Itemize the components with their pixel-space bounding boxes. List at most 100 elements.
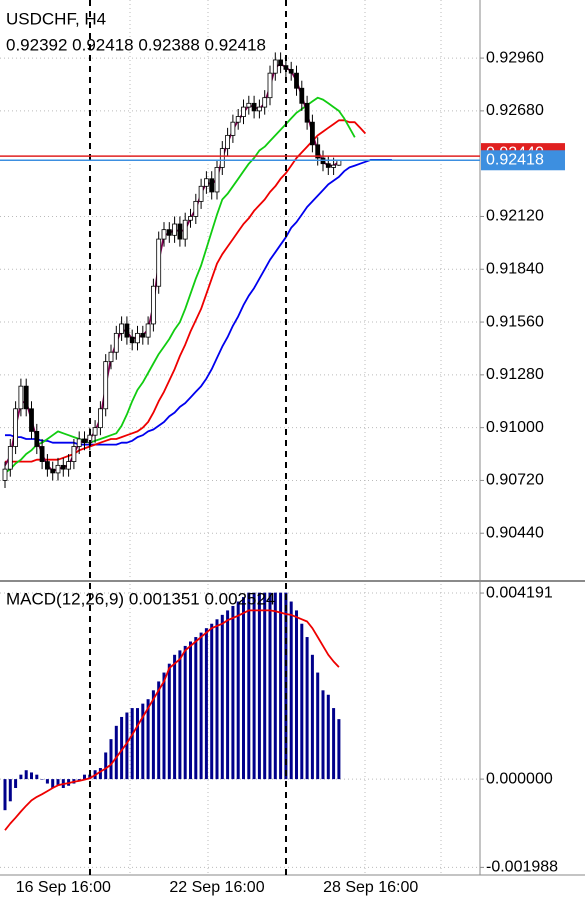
histogram-bar: [215, 619, 219, 780]
histogram-bar: [226, 610, 230, 780]
y-tick-label: 0.90440: [486, 524, 544, 541]
histogram-bar: [321, 690, 325, 780]
candle-body: [177, 223, 183, 240]
histogram-bar: [289, 601, 293, 780]
candle-body: [71, 446, 77, 462]
candle-body: [55, 464, 61, 474]
histogram-bar: [120, 716, 124, 780]
candle-body: [182, 219, 188, 240]
histogram-bar: [231, 605, 235, 780]
histogram-bar: [19, 774, 23, 780]
histogram-bar: [316, 672, 320, 780]
histogram-bar: [252, 592, 256, 780]
histogram-bar: [236, 601, 240, 780]
candle-body: [272, 59, 278, 74]
candle-body: [29, 408, 34, 432]
histogram-bar: [183, 645, 187, 780]
histogram-bar: [14, 779, 18, 788]
histogram-bar: [247, 592, 251, 780]
histogram-bar: [40, 779, 44, 780]
histogram-bar: [295, 610, 298, 780]
histogram-bar: [279, 592, 283, 780]
candle-body: [150, 285, 156, 325]
histogram-bar: [141, 703, 145, 780]
histogram-bar: [273, 592, 277, 780]
histogram-bar: [51, 779, 55, 788]
candle-body: [140, 332, 146, 338]
candle-body: [161, 229, 167, 240]
candle-body: [92, 427, 98, 436]
y-tick-label: 0.90720: [486, 472, 544, 489]
histogram-bar: [337, 719, 341, 780]
histogram-bar: [305, 637, 309, 780]
x-tick-label: 16 Sep 16:00: [16, 879, 111, 896]
indicator-title: MACD(12,26,9) 0.001351 0.002524: [6, 589, 275, 608]
indicator-line: [4, 62, 340, 472]
histogram-bar: [300, 623, 304, 780]
histogram-bar: [109, 739, 113, 780]
histogram-bar: [35, 774, 39, 780]
candle-body: [214, 167, 220, 193]
candle-body: [331, 164, 337, 168]
y-tick-label: 0.92960: [486, 49, 544, 66]
candle-body: [108, 351, 114, 363]
histogram-bar: [114, 725, 118, 780]
plot-area: [0, 52, 480, 868]
histogram-bar: [220, 614, 224, 780]
histogram-bar: [146, 699, 150, 780]
candle-body: [113, 332, 119, 353]
histogram-bar: [310, 654, 314, 780]
y-tick-label: 0.91840: [486, 260, 544, 277]
candle-body: [230, 121, 236, 136]
candle-body: [45, 461, 50, 470]
y-tick-label: 0.91000: [486, 419, 544, 436]
candle-body: [39, 446, 45, 462]
candle-body: [304, 102, 310, 123]
candle-body: [13, 408, 19, 447]
y-tick-label: 0.92680: [486, 102, 544, 119]
indicator-line: [5, 119, 367, 463]
candle-body: [23, 385, 29, 410]
period-separators: [89, 0, 287, 875]
histogram-bar: [98, 768, 102, 780]
histogram-bar: [210, 623, 214, 780]
histogram-bar: [189, 641, 192, 780]
candle-body: [76, 438, 82, 447]
histogram-bar: [136, 708, 139, 780]
candle-body: [172, 223, 178, 236]
candle-body: [267, 72, 273, 99]
candle-body: [209, 178, 215, 193]
candle-body: [235, 116, 241, 123]
candle-body: [219, 148, 225, 168]
histogram-bar: [162, 672, 166, 780]
candle-body: [241, 106, 246, 117]
histogram-bar: [157, 681, 161, 780]
histogram-bar: [178, 650, 182, 780]
candle-body: [156, 238, 162, 287]
y-tick-label: 0.91560: [486, 313, 544, 330]
candle-body: [82, 438, 87, 444]
candle-body: [129, 336, 135, 344]
histogram-bar: [173, 654, 177, 780]
candle-body: [66, 461, 71, 470]
x-tick-label: 28 Sep 16:00: [323, 879, 418, 896]
histogram-bar: [3, 779, 7, 811]
y-tick-label: 0.91280: [486, 366, 544, 383]
candle-body: [203, 178, 209, 187]
candle-body: [98, 408, 103, 429]
candle-body: [2, 468, 8, 481]
candle-body: [34, 431, 40, 447]
indicator-line: [4, 609, 340, 831]
candle-body: [124, 323, 130, 338]
candle-body: [119, 323, 124, 334]
y-tick-label: -0.001988: [486, 859, 558, 876]
chart-title: USDCHF, H4: [6, 9, 106, 28]
candle-body: [198, 185, 204, 202]
x-tick-label: 22 Sep 16:00: [169, 879, 264, 896]
histogram-bar: [88, 774, 92, 780]
candle-body: [193, 200, 199, 217]
indicator-line: [5, 159, 392, 446]
ohlc-info: 0.92392 0.92418 0.92388 0.92418: [6, 35, 266, 54]
candle-body: [256, 106, 262, 112]
